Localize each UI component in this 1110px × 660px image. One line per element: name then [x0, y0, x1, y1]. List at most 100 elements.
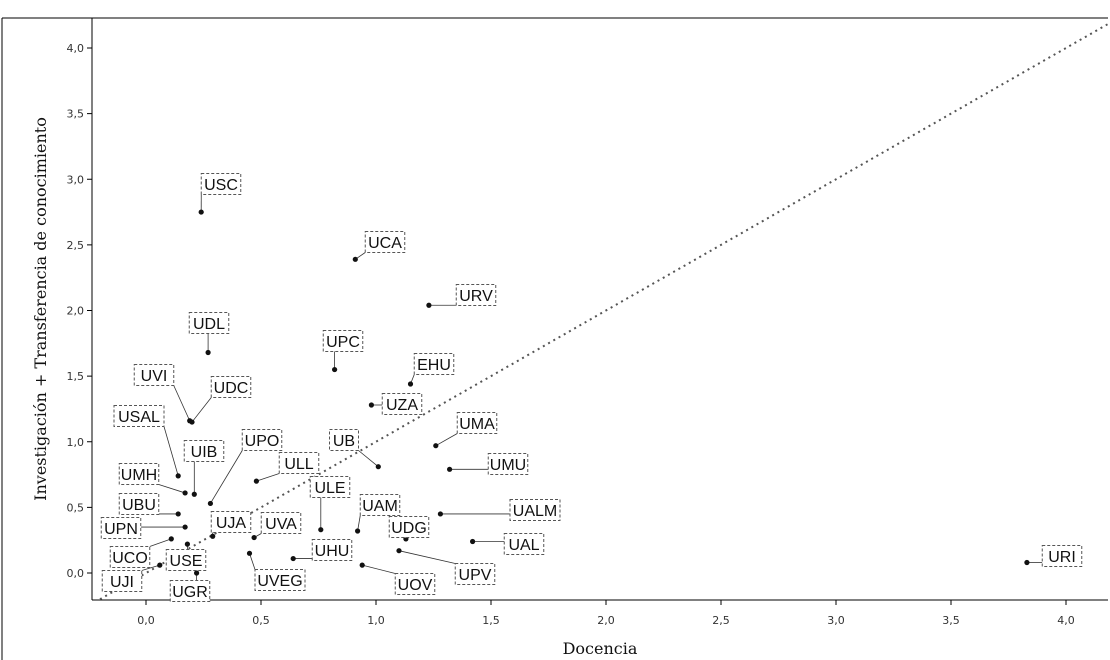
- point-uca: [352, 256, 358, 262]
- label-box-upc: [322, 330, 364, 352]
- point-label-uva: UVA: [265, 516, 297, 533]
- label-box-uri: [1041, 545, 1083, 567]
- label-box-ule: [309, 476, 351, 498]
- x-tick-label: 1,0: [367, 614, 385, 627]
- label-box-uib: [183, 440, 225, 462]
- point-urv: [426, 302, 432, 308]
- label-box-uveg: [254, 569, 306, 591]
- point-label-ub: UB: [333, 433, 355, 450]
- label-box-uca: [364, 231, 406, 253]
- point-label-ule: ULE: [314, 480, 345, 497]
- x-axis-label: Docencia: [563, 639, 638, 658]
- x-tick-label: 4,0: [1057, 614, 1075, 627]
- label-box-use: [165, 549, 207, 571]
- point-uco: [168, 536, 174, 542]
- x-tick-label: 1,5: [482, 614, 500, 627]
- label-box-udg: [388, 516, 430, 538]
- label-box-uji: [101, 570, 143, 592]
- label-box-usal: [113, 405, 165, 427]
- point-upo: [207, 500, 213, 507]
- point-label-uji: UJI: [110, 574, 134, 591]
- point-umh: [182, 490, 188, 496]
- point-label-upo: UPO: [245, 433, 280, 450]
- leader-upo: [210, 450, 243, 504]
- leader-upv: [398, 550, 456, 564]
- y-tick-label: 0,0: [67, 567, 85, 580]
- point-label-umh: UMH: [121, 467, 157, 484]
- point-uva: [251, 534, 257, 541]
- x-tick-label: 2,0: [597, 614, 615, 627]
- label-box-upo: [241, 429, 283, 451]
- point-ubu: [175, 511, 181, 517]
- label-box-uja: [210, 511, 252, 533]
- label-box-udc: [210, 376, 252, 398]
- leader-uov: [362, 564, 396, 574]
- x-tick-label: 2,5: [712, 614, 730, 627]
- data-points: [157, 209, 1030, 576]
- y-tick-label: 2,0: [67, 305, 85, 318]
- point-uza: [368, 402, 374, 408]
- leader-ull: [256, 473, 280, 482]
- reference-diagonal-line: [99, 21, 1110, 601]
- point-umu: [447, 466, 453, 472]
- point-ehu: [407, 381, 414, 387]
- point-label-udg: UDG: [391, 520, 427, 537]
- label-box-umh: [118, 463, 160, 485]
- axis-ticks: 0,0 0,5 1,0 1,5 2,0 2,5 3,0 3,5 4,0 0,0 0,5 1,0 1,5 2…: [67, 42, 1075, 627]
- point-uib: [191, 491, 197, 497]
- point-label-urv: URV: [459, 288, 493, 305]
- label-box-ugr: [169, 580, 211, 602]
- point-label-udc: UDC: [214, 380, 249, 397]
- leader-umh: [158, 484, 186, 494]
- point-upn: [182, 524, 188, 530]
- point-label-ugr: UGR: [172, 584, 208, 601]
- leader-udc: [191, 397, 212, 423]
- label-box-urv: [455, 284, 497, 306]
- point-uji: [157, 562, 163, 568]
- point-label-uveg: UVEG: [257, 573, 302, 590]
- point-uma: [433, 443, 439, 449]
- y-tick-label: 1,5: [67, 370, 85, 383]
- point-udl: [205, 349, 211, 356]
- label-leaders: [140, 194, 1043, 581]
- label-box-ual: [503, 533, 545, 555]
- point-upc: [332, 366, 338, 373]
- point-label-udl: UDL: [193, 316, 225, 333]
- label-box-ull: [278, 452, 320, 474]
- x-tick-label: 3,0: [827, 614, 845, 627]
- point-label-use: USE: [170, 553, 203, 570]
- point-label-uib: UIB: [191, 444, 218, 461]
- point-labels: USC UCA URV UDL UPC EHU UZA UVI UDC UMA UB UMU USAL U…: [100, 173, 1083, 602]
- point-label-upv: UPV: [459, 567, 492, 584]
- label-box-uma: [456, 412, 498, 434]
- point-ule: [318, 527, 324, 533]
- point-label-uvi: UVI: [141, 368, 168, 385]
- point-label-uri: URI: [1048, 549, 1076, 566]
- x-tick-label: 3,5: [942, 614, 960, 627]
- label-box-umu: [487, 453, 529, 475]
- point-upv: [396, 548, 402, 554]
- label-box-udl: [188, 312, 230, 334]
- point-uhu: [290, 555, 296, 562]
- y-tick-label: 2,5: [67, 239, 85, 252]
- point-usal: [175, 473, 181, 479]
- point-label-ualm: UALM: [513, 503, 557, 520]
- label-box-upn: [100, 517, 142, 539]
- point-label-uja: UJA: [216, 515, 247, 532]
- point-use: [184, 541, 190, 547]
- point-uveg: [246, 550, 253, 556]
- leader-uji: [141, 564, 160, 571]
- point-label-uov: UOV: [398, 577, 433, 594]
- point-label-upn: UPN: [104, 521, 138, 538]
- point-label-usc: USC: [204, 177, 238, 194]
- leader-usal: [163, 426, 179, 476]
- point-label-uca: UCA: [368, 235, 402, 252]
- point-ualm: [437, 511, 443, 517]
- y-tick-label: 1,0: [67, 436, 85, 449]
- point-uja: [210, 533, 216, 539]
- point-label-usal: USAL: [118, 409, 160, 426]
- point-label-ehu: EHU: [417, 357, 451, 374]
- label-box-ualm: [509, 499, 561, 521]
- point-label-uza: UZA: [386, 397, 418, 414]
- x-tick-label: 0,5: [252, 614, 270, 627]
